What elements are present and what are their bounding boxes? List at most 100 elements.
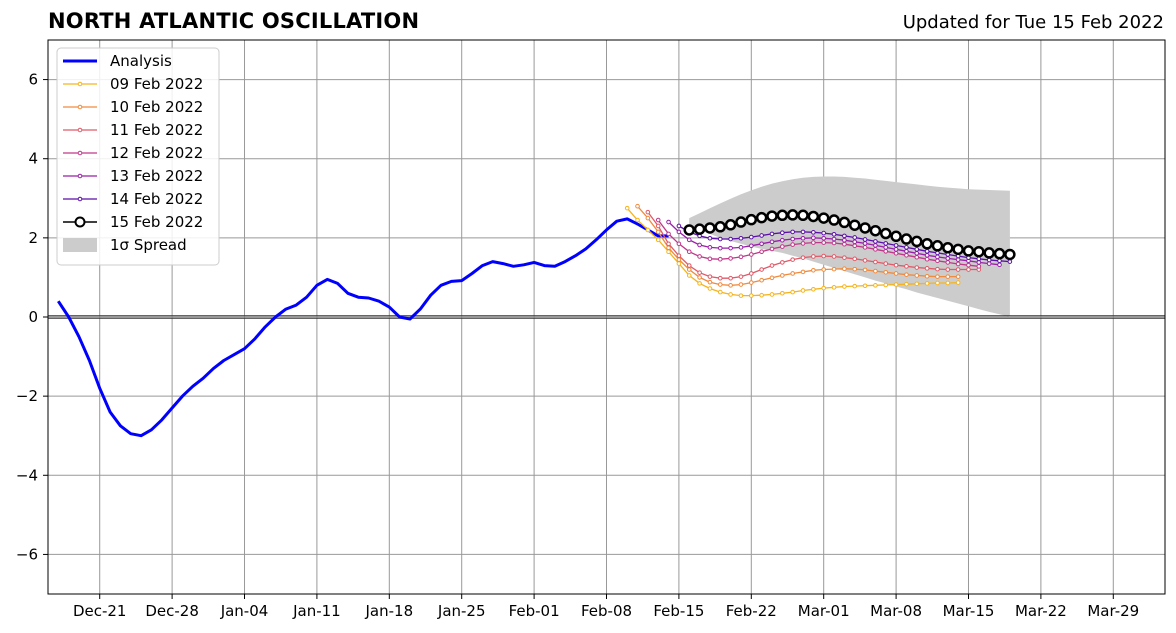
y-tick-label: −2 <box>16 387 38 405</box>
legend-item: 09 Feb 2022 <box>63 75 203 93</box>
forecast-point <box>697 281 702 286</box>
forecast-point <box>707 256 713 262</box>
forecast-point <box>748 293 754 298</box>
forecast-point <box>955 274 961 279</box>
forecast-point <box>955 267 961 272</box>
forecast-point <box>666 249 671 255</box>
forecast-point <box>983 247 995 259</box>
forecast-point <box>842 233 847 239</box>
legend-item: 11 Feb 2022 <box>63 121 203 139</box>
forecast-point <box>676 241 682 247</box>
forecast-point <box>935 250 940 256</box>
legend-item: Analysis <box>63 52 172 70</box>
x-tick-label: Feb-08 <box>581 602 632 620</box>
forecast-point <box>800 241 806 246</box>
legend-label: Analysis <box>110 52 172 70</box>
forecast-point <box>831 231 837 237</box>
legend-label: 12 Feb 2022 <box>110 144 203 162</box>
forecast-point <box>904 249 909 254</box>
forecast-point <box>655 223 661 229</box>
forecast-point <box>769 231 775 237</box>
forecast-point <box>676 223 682 229</box>
forecast-point <box>831 254 837 259</box>
forecast-point <box>645 227 651 233</box>
forecast-point <box>707 235 713 241</box>
legend-box <box>56 47 220 266</box>
forecast-point <box>986 257 992 263</box>
legend-item: 13 Feb 2022 <box>63 167 203 185</box>
forecast-point <box>738 245 744 250</box>
forecast-point <box>1007 259 1013 264</box>
forecast-point <box>645 215 651 221</box>
forecast-point <box>707 286 713 291</box>
forecast-point <box>790 229 795 235</box>
forecast-point <box>842 284 847 289</box>
forecast-point <box>997 262 1002 268</box>
forecast-point <box>728 292 733 297</box>
legend-item: 10 Feb 2022 <box>63 98 203 116</box>
forecast-point <box>717 282 723 287</box>
forecast-point <box>655 217 661 223</box>
x-tick-label: Jan-18 <box>364 602 413 620</box>
y-tick-label: −4 <box>16 466 38 484</box>
forecast-point <box>769 292 775 297</box>
forecast-point <box>873 259 878 265</box>
forecast-point <box>1004 248 1016 261</box>
forecast-point <box>635 217 640 223</box>
forecast-point <box>635 203 640 209</box>
legend-marker <box>77 104 83 110</box>
forecast-point <box>748 280 754 285</box>
forecast-point <box>811 240 816 245</box>
forecast-point <box>728 236 733 242</box>
forecast-point <box>786 209 799 221</box>
forecast-point <box>704 222 716 234</box>
forecast-point <box>624 205 630 211</box>
forecast-point <box>945 256 951 261</box>
forecast-point <box>800 229 806 235</box>
forecast-point <box>748 252 754 257</box>
forecast-point <box>790 289 795 295</box>
forecast-point <box>924 281 930 286</box>
chart-subtitle: Updated for Tue 15 Feb 2022 <box>902 12 1164 33</box>
forecast-point <box>883 269 889 275</box>
forecast-point <box>821 267 826 272</box>
forecast-point <box>800 269 806 275</box>
forecast-point <box>935 266 940 272</box>
forecast-point <box>821 253 826 259</box>
forecast-point <box>759 267 764 272</box>
forecast-point <box>914 247 920 252</box>
forecast-point <box>976 264 982 269</box>
y-tick-label: 4 <box>28 150 38 168</box>
x-tick-label: Feb-15 <box>653 602 704 620</box>
forecast-point <box>811 287 816 292</box>
forecast-point <box>883 261 889 266</box>
forecast-point <box>790 257 795 262</box>
x-tick-label: Mar-08 <box>870 602 922 620</box>
forecast-point <box>748 243 754 249</box>
forecast-point <box>745 213 758 226</box>
tick-layer: Dec-21 Dec-28 Jan-04 Jan-11 Jan-18 Jan-25 Feb-… <box>16 71 1139 620</box>
grid-layer <box>48 40 1165 594</box>
forecast-point <box>821 285 826 291</box>
x-tick-label: Mar-15 <box>943 602 995 620</box>
forecast-series <box>645 209 982 281</box>
forecast-point <box>797 209 809 222</box>
forecast-point <box>935 280 940 286</box>
forecast-point <box>821 240 826 245</box>
chart-title: NORTH ATLANTIC OSCILLATION <box>48 9 420 33</box>
forecast-point <box>811 254 816 259</box>
forecast-point <box>697 275 702 280</box>
forecast-point <box>955 280 961 285</box>
forecast-point <box>869 224 882 237</box>
x-tick-label: Jan-04 <box>220 602 269 620</box>
forecast-point <box>914 273 920 278</box>
x-tick-label: Dec-21 <box>73 602 127 620</box>
forecast-series <box>683 209 1016 261</box>
forecast-point <box>873 239 878 244</box>
forecast-point <box>780 244 785 249</box>
legend-label: 09 Feb 2022 <box>110 75 203 93</box>
forecast-point <box>686 267 692 272</box>
forecast-point <box>852 256 858 262</box>
forecast-point <box>935 274 940 279</box>
forecast-point <box>848 219 861 231</box>
